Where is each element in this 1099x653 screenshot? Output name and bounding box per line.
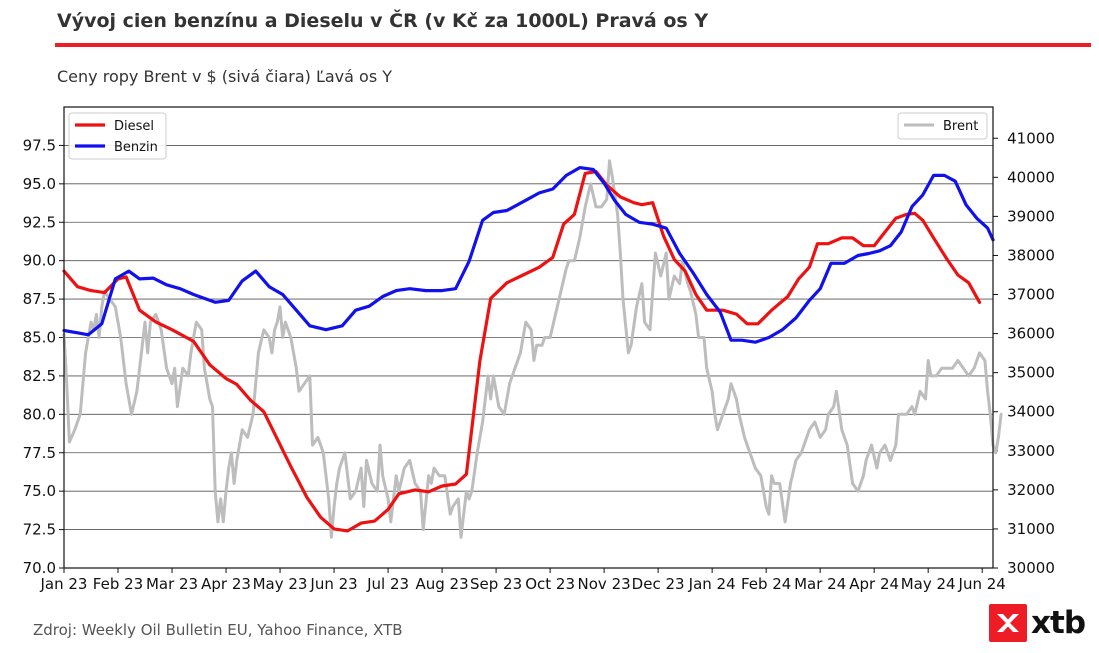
- xtb-logo: xtb: [989, 604, 1086, 642]
- series-line-brent: [62, 159, 1003, 539]
- right-axis-tick-label: 36000: [1007, 325, 1055, 343]
- x-axis-tick-label: Feb 24: [741, 575, 791, 593]
- xtb-logo-text: xtb: [1031, 605, 1086, 641]
- legend-label-benzin: Benzin: [114, 140, 158, 155]
- right-axis-tick-label: 39000: [1007, 207, 1055, 225]
- chart-title: Vývoj cien benzínu a Dieselu v ČR (v Kč …: [57, 10, 709, 32]
- left-axis-tick-label: 77.5: [23, 444, 56, 462]
- x-axis-tick-label: Dec 23: [632, 575, 685, 593]
- left-axis-tick-label: 95.0: [23, 175, 56, 193]
- right-axis-tick-label: 34000: [1007, 403, 1055, 421]
- series-line-diesel: [62, 169, 982, 533]
- right-axis-tick-label: 30000: [1007, 559, 1055, 577]
- x-axis-tick-label: Nov 23: [578, 575, 631, 593]
- x-axis-tick-label: Feb 23: [93, 575, 143, 593]
- left-axis-tick-label: 82.5: [23, 367, 56, 385]
- left-axis-tick-label: 72.5: [23, 521, 56, 539]
- x-axis-tick-label: Aug 23: [416, 575, 469, 593]
- x-axis-tick-label: Jan 23: [40, 575, 88, 593]
- source-note: Zdroj: Weekly Oil Bulletin EU, Yahoo Fin…: [33, 621, 403, 639]
- x-axis-tick-label: Jun 24: [958, 575, 1006, 593]
- x-axis-tick-label: Jan 24: [688, 575, 736, 593]
- right-axis-tick-label: 32000: [1007, 481, 1055, 499]
- left-axis-tick-label: 70.0: [23, 559, 56, 577]
- x-axis-tick-label: Oct 23: [525, 575, 575, 593]
- x-axis-tick-label: Mar 23: [146, 575, 198, 593]
- x-axis-tick-label: Apr 24: [849, 575, 899, 593]
- x-axis-tick-label: Mar 24: [794, 575, 846, 593]
- left-axis-tick-label: 75.0: [23, 482, 56, 500]
- series-line-benzin: [62, 166, 995, 344]
- right-axis-tick-label: 37000: [1007, 286, 1055, 304]
- right-axis-tick-label: 35000: [1007, 364, 1055, 382]
- x-axis-tick-label: Jun 23: [309, 575, 357, 593]
- plot-frame: [63, 106, 994, 569]
- x-axis-tick-label: Sep 23: [470, 575, 522, 593]
- left-axis-tick-label: 92.5: [23, 213, 56, 231]
- title-divider: [55, 43, 1091, 47]
- x-axis-tick-label: May 23: [253, 575, 308, 593]
- left-axis-tick-label: 85.0: [23, 329, 56, 347]
- right-axis-tick-label: 38000: [1007, 246, 1055, 264]
- x-axis-tick-label: Jul 23: [366, 575, 409, 593]
- left-axis-tick-label: 80.0: [23, 405, 56, 423]
- right-axis-tick-label: 41000: [1007, 129, 1055, 147]
- legend-label-brent: Brent: [943, 119, 978, 134]
- left-axis-tick-label: 97.5: [23, 136, 56, 154]
- left-axis-tick-label: 87.5: [23, 290, 56, 308]
- right-axis-tick-label: 33000: [1007, 442, 1055, 460]
- chart-area: 70.0 72.5 75.0 77.5 80.0 82.5 85.0 87.5 90.0 92.5…: [23, 106, 1055, 593]
- legend-right-box: [897, 112, 988, 140]
- x-axis-tick-label: May 24: [901, 575, 956, 593]
- x-axis-tick-label: Apr 23: [201, 575, 251, 593]
- xtb-logo-icon: [989, 604, 1027, 642]
- chart-subtitle: Ceny ropy Brent v $ (sivá čiara) Ľavá os…: [57, 67, 393, 86]
- right-axis-tick-label: 40000: [1007, 168, 1055, 186]
- legend-label-diesel: Diesel: [114, 119, 154, 134]
- right-axis-tick-label: 31000: [1007, 520, 1055, 538]
- left-axis-tick-label: 90.0: [23, 252, 56, 270]
